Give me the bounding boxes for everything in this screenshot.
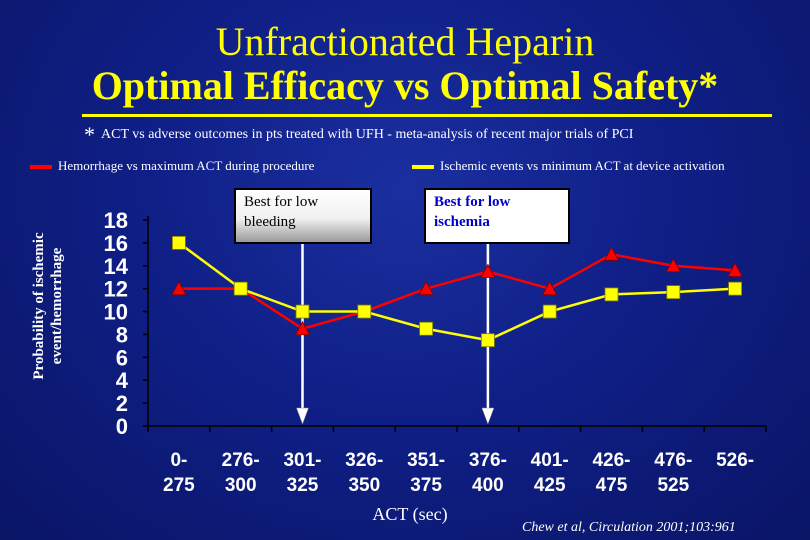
x-tick-label: 426- xyxy=(592,450,630,471)
ischemic-point xyxy=(604,287,619,302)
y-tick-label: 0 xyxy=(116,414,128,439)
x-tick-label: 326- xyxy=(345,450,383,471)
x-tick-label: 276- xyxy=(222,450,260,471)
x-tick-label: 400 xyxy=(472,475,504,496)
citation: Chew et al, Circulation 2001;103:961 xyxy=(522,520,736,535)
y-tick-label: 18 xyxy=(104,208,128,233)
x-tick-label: 376- xyxy=(469,450,507,471)
callout-best-low-ischemia: Best for low ischemia xyxy=(424,188,570,244)
ischemic-point xyxy=(357,304,372,319)
legend-yellow-line-icon xyxy=(412,165,434,170)
title-line-2: Optimal Efficacy vs Optimal Safety* xyxy=(91,63,719,108)
hemorrhage-point xyxy=(542,280,558,296)
x-tick-label: 401- xyxy=(531,450,569,471)
hemorrhage-point xyxy=(665,257,681,273)
x-tick-label: 275 xyxy=(163,475,195,496)
x-tick-label: 350 xyxy=(348,475,380,496)
title-line-1: Unfractionated Heparin xyxy=(215,19,595,64)
legend-ischemic-label: Ischemic events vs minimum ACT at device… xyxy=(440,158,725,173)
legend-red-line-icon xyxy=(30,165,52,170)
ischemic-point xyxy=(295,304,310,319)
y-tick-label: 4 xyxy=(116,368,129,393)
legend-hemorrhage-label: Hemorrhage vs maximum ACT during procedu… xyxy=(58,158,315,173)
y-tick-label: 10 xyxy=(104,300,128,325)
x-tick-label: 375 xyxy=(410,475,442,496)
ischemic-point xyxy=(480,333,495,348)
y-tick-label: 16 xyxy=(104,231,128,256)
annotation-arrow-head xyxy=(296,407,309,425)
x-axis-label: ACT (sec) xyxy=(372,504,448,524)
hemorrhage-point xyxy=(727,262,743,277)
legend-ischemic: Ischemic events vs minimum ACT at device… xyxy=(412,158,725,174)
y-tick-label: 8 xyxy=(116,322,128,347)
hemorrhage-point xyxy=(294,320,311,336)
x-tick-label: 475 xyxy=(596,475,628,496)
hemorrhage-point xyxy=(603,246,620,261)
y-tick-label: 6 xyxy=(116,345,128,370)
legend-hemorrhage: Hemorrhage vs maximum ACT during procedu… xyxy=(30,158,314,174)
x-tick-label: 300 xyxy=(225,475,257,496)
y-tick-label: 2 xyxy=(116,391,128,416)
x-tick-label: 351- xyxy=(407,450,445,471)
hemorrhage-point xyxy=(418,280,434,296)
callout-best-low-bleeding: Best for low bleeding xyxy=(234,188,372,244)
ischemic-point xyxy=(728,281,742,296)
ischemic-point xyxy=(666,285,681,300)
footnote-text: ACT vs adverse outcomes in pts treated w… xyxy=(101,127,634,142)
x-tick-label: 0- xyxy=(170,450,187,471)
title-divider xyxy=(82,114,772,117)
ischemic-series-line xyxy=(178,241,736,342)
ischemic-point xyxy=(419,321,434,336)
y-tick-label: 12 xyxy=(104,277,128,302)
x-tick-label: 301- xyxy=(283,450,321,471)
x-tick-label: 325 xyxy=(287,475,319,496)
ischemic-point xyxy=(233,281,248,296)
footnote: * ACT vs adverse outcomes in pts treated … xyxy=(84,118,634,147)
hemorrhage-point xyxy=(480,263,496,278)
annotation-arrow-head xyxy=(481,407,495,425)
x-tick-label: 526- xyxy=(716,450,754,471)
hemorrhage-series-line xyxy=(178,253,736,331)
ischemic-point xyxy=(542,304,557,319)
x-tick-label: 525 xyxy=(657,475,689,496)
footnote-asterisk: * xyxy=(84,122,95,147)
y-tick-label: 14 xyxy=(104,254,129,279)
ischemic-point xyxy=(171,235,186,250)
hemorrhage-point xyxy=(171,280,187,296)
x-tick-label: 425 xyxy=(534,475,566,496)
x-tick-label: 476- xyxy=(654,450,692,471)
